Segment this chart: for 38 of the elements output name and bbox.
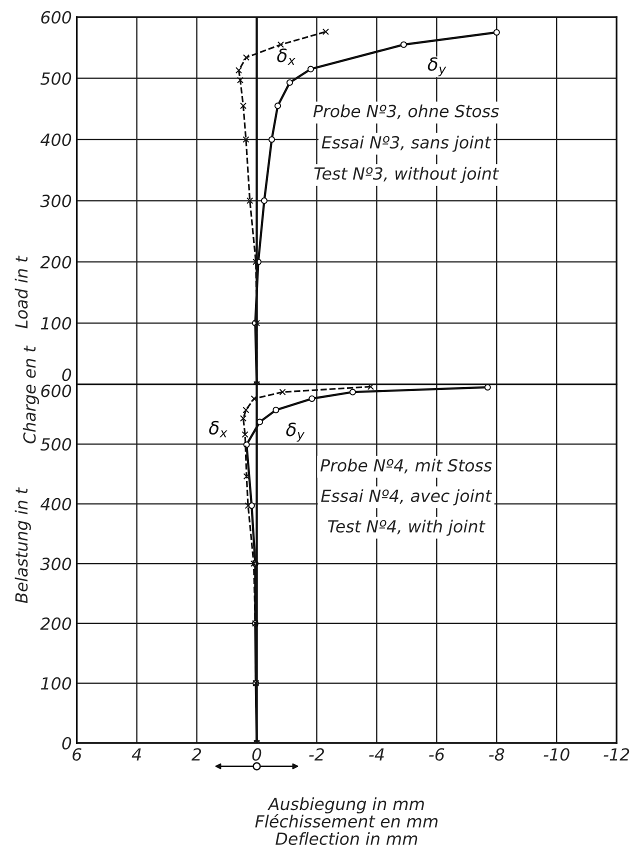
x-tick-label: -2 [309, 748, 324, 761]
x-axis-title: Ausbiegung in mm Fléchissement en mm Deflection in mm [255, 797, 438, 845]
annotation: Essai Nº3, sans joint [322, 136, 492, 152]
series-label: δ$_{x}$ [277, 48, 296, 65]
y-axis-title: Load in t [14, 256, 28, 328]
y-tick-label: 100 [40, 317, 72, 330]
x-tick-label: 0 [252, 748, 262, 761]
y-tick-label: 0 [62, 368, 72, 382]
y-tick-label: 300 [40, 194, 72, 208]
x-tick-label: -8 [489, 748, 504, 761]
y-axis-title: Belastung in t [14, 487, 31, 604]
x-tick-label: 4 [132, 748, 141, 761]
y-tick-label: 400 [40, 498, 72, 510]
x-tick-label: 2 [192, 748, 202, 761]
annotation: Test Nº3, without joint [314, 166, 500, 184]
annotation: Probe Nº4, mit Stoss [320, 458, 492, 474]
y-tick-label: 200 [40, 256, 72, 268]
y-tick-label: 400 [40, 133, 72, 146]
y-tick-label: 0 [62, 736, 72, 750]
annotation: Test Nº4, with joint [328, 520, 486, 536]
x-tick-label: -4 [369, 748, 384, 761]
y-tick-label: 500 [40, 72, 72, 85]
text: Charge en t [22, 346, 40, 444]
x-tick-label: -6 [429, 748, 444, 761]
x-tick-label: -12 [604, 748, 630, 761]
series-label: δ$_{y}$ [286, 422, 305, 442]
annotation: Essai Nº4, avec joint [321, 489, 492, 506]
series-label: δ$_{x}$ [209, 420, 228, 438]
x-tick-label: 6 [72, 748, 82, 761]
y-tick-label: 300 [40, 558, 72, 570]
annotation: Probe Nº3, ohne Stoss [313, 104, 499, 120]
y-tick-label: 200 [40, 617, 72, 630]
y-tick-label: 500 [40, 438, 72, 451]
y-tick-label: 600 [41, 384, 72, 398]
y-tick-label: 100 [40, 677, 72, 690]
x-tick-label: -10 [544, 748, 570, 761]
series-label: δ$_{y}$ [428, 57, 446, 76]
y-tick-label: 600 [41, 11, 72, 24]
